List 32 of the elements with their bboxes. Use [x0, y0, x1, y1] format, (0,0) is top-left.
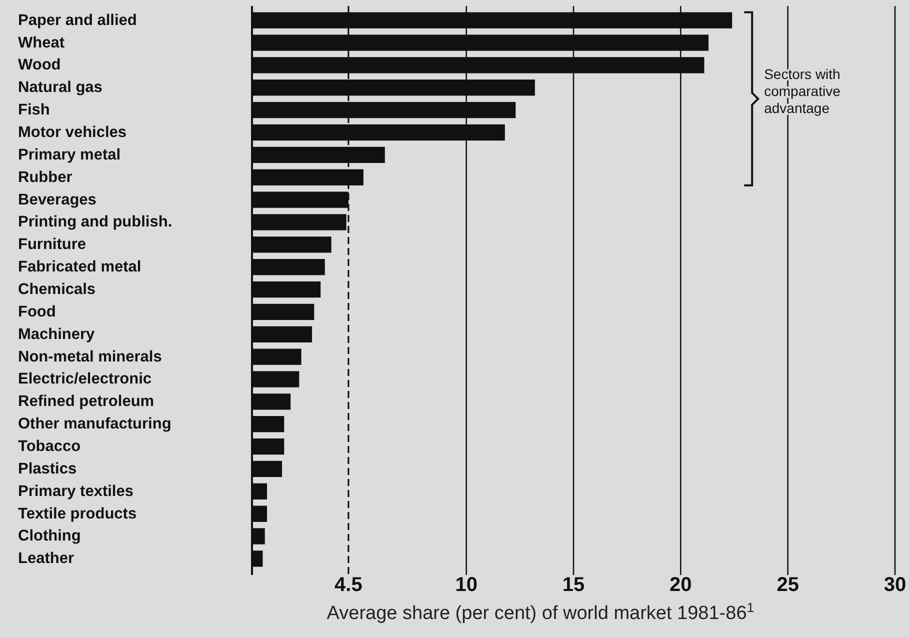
y-tick-label: Printing and publish. [18, 214, 172, 231]
y-tick-label: Fabricated metal [18, 258, 142, 276]
y-tick-label: Non-metal minerals [18, 348, 162, 366]
y-tick-label: Rubber [18, 168, 72, 186]
y-tick-label: Primary metal [18, 146, 121, 164]
y-tick-label: Motor vehicles [18, 124, 127, 141]
x-tick-label: 10 [455, 574, 478, 596]
x-tick-label: 20 [670, 574, 692, 596]
y-tick-label: Wood [18, 56, 61, 74]
y-tick-label: Electric/electronic [18, 370, 152, 388]
y-tick-label: Chemicals [18, 281, 96, 298]
y-tick-label: Fish [18, 102, 50, 119]
y-tick-label: Furniture [18, 236, 86, 254]
y-tick-label: Textile products [18, 505, 137, 522]
x-tick-label: 15 [562, 574, 585, 596]
y-tick-label: Food [18, 303, 56, 320]
y-tick-label: Plastics [18, 460, 77, 478]
x-tick-label: 4.5 [334, 574, 362, 596]
x-tick-label: 30 [884, 574, 906, 596]
y-tick-label: Paper and allied [18, 12, 137, 29]
y-tick-label: Natural gas [18, 79, 102, 96]
y-tick-label: Refined petroleum [18, 393, 154, 410]
x-tick-label: 25 [776, 574, 799, 596]
x-axis-title: Average share (per cent) of world market 1981-86$^{1}$ [326, 600, 754, 624]
y-tick-label: Clothing [18, 528, 81, 545]
y-tick-label: Beverages [18, 191, 96, 208]
y-tick-label: Leather [18, 550, 74, 568]
y-tick-label: Primary textiles [18, 482, 134, 500]
y-tick-label: Tobacco [18, 438, 81, 456]
y-tick-label: Other manufacturing [18, 416, 172, 433]
y-tick-label: Machinery [18, 326, 96, 343]
y-tick-label: Wheat [18, 34, 64, 52]
